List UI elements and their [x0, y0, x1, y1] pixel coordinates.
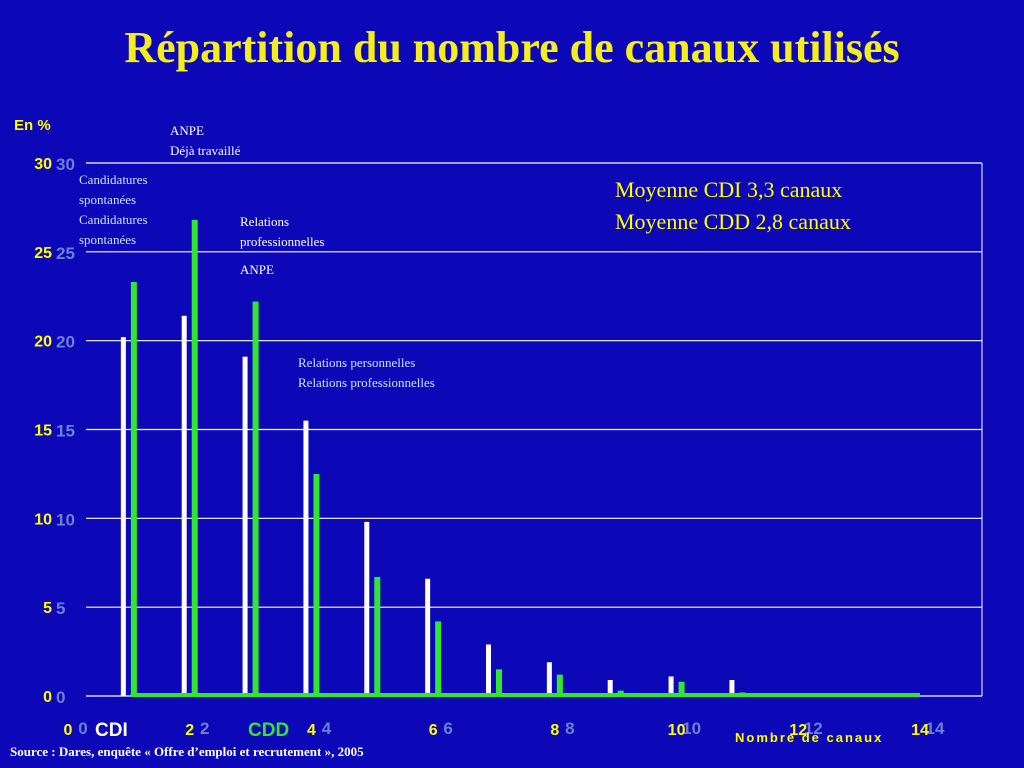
- bar-cdd: [435, 621, 442, 696]
- annotation-professionnelles: professionnelles: [240, 234, 325, 249]
- bar-cdi: [303, 420, 309, 696]
- annotation-relations-pro: Relations professionnelles: [240, 212, 324, 252]
- bar-cdd: [496, 669, 502, 696]
- ghost-x-tick: 8: [565, 719, 574, 738]
- annotation-relations: Relations: [240, 214, 290, 229]
- annotation-candidatures-2: Candidatures: [79, 212, 148, 227]
- bar-cdi: [425, 578, 431, 696]
- ghost-x-tick: 2: [200, 719, 209, 738]
- x-tick-label: 6: [429, 722, 438, 739]
- bar-cdi: [729, 680, 735, 696]
- y-axis-label: En %: [14, 117, 51, 134]
- bar-cdi: [242, 356, 248, 696]
- ghost-x-tick: 12: [804, 719, 823, 738]
- x-tick-label: 8: [550, 722, 559, 739]
- ghost-x-tick: 4: [322, 719, 332, 738]
- bar-cdd: [678, 681, 685, 696]
- bar-cdi: [181, 315, 187, 696]
- bar-cdd: [191, 219, 198, 696]
- slide-title: Répartition du nombre de canaux utilisés: [124, 23, 900, 72]
- annotation-relations-perso: Relations personnelles Relations profess…: [298, 353, 435, 393]
- x-tick-label: 12: [789, 722, 807, 739]
- ghost-x-tick: 14: [926, 719, 945, 738]
- mean-cdi: Moyenne CDI 3,3 canaux: [615, 177, 843, 202]
- bar-cdi: [364, 521, 370, 696]
- legend-cdd: CDD: [248, 720, 290, 741]
- bar-cdi: [546, 662, 552, 696]
- y-tick-label: 20: [34, 334, 52, 351]
- x-tick-label: 0: [64, 722, 73, 739]
- bar-cdd: [556, 674, 563, 696]
- legend-cdi: CDI: [95, 720, 128, 741]
- ghost-x-tick: 10: [682, 719, 701, 738]
- bars: [120, 219, 920, 697]
- mean-cdd: Moyenne CDD 2,8 canaux: [615, 209, 851, 234]
- annotation-spontanees-1: spontanées: [79, 192, 137, 207]
- ghost-y-tick: 5: [56, 599, 65, 618]
- bar-cdd: [130, 282, 137, 696]
- bar-cdd: [374, 576, 381, 696]
- means-box: Moyenne CDI 3,3 canaux Moyenne CDD 2,8 c…: [615, 174, 851, 238]
- source-note: Source : Dares, enquête « Offre d’emploi…: [10, 744, 364, 759]
- bar-cdi: [486, 644, 491, 696]
- annotation-anpe: ANPE: [170, 123, 204, 138]
- bar-cdi: [668, 676, 674, 696]
- gridlines: [86, 162, 983, 697]
- x-tick-label: 10: [668, 722, 686, 739]
- x-tick-label: 4: [307, 722, 316, 739]
- ghost-y-tick: 20: [56, 333, 75, 352]
- y-tick-label: 0: [43, 689, 52, 706]
- cdd-baseline: [130, 693, 920, 697]
- y-tick-label: 25: [34, 245, 52, 262]
- annotation-candidatures: Candidatures spontanées Candidatures spo…: [79, 170, 148, 250]
- annotation-anpe-top: ANPE Déjà travaillé: [170, 121, 240, 161]
- ghost-y-tick: 30: [56, 155, 75, 174]
- annotation-rel-perso: Relations personnelles: [298, 355, 416, 370]
- annotation-spontanees-2: spontanées: [79, 232, 137, 247]
- ghost-x-tick: 0: [78, 719, 87, 738]
- annotation-rel-pro: Relations professionnelles: [298, 375, 435, 390]
- x-tick-label: 2: [185, 722, 194, 739]
- y-tick-label: 30: [34, 156, 52, 173]
- annotation-deja-travaille: Déjà travaillé: [170, 143, 241, 158]
- x-tick-label: 14: [911, 722, 929, 739]
- bar-cdi: [607, 680, 613, 696]
- ghost-y-tick: 25: [56, 244, 75, 263]
- bar-cdi: [120, 337, 126, 696]
- y-tick-label: 5: [43, 600, 52, 617]
- annotation-candidatures-1: Candidatures: [79, 172, 148, 187]
- y-tick-label: 10: [34, 511, 52, 528]
- annotation-anpe-3: ANPE: [240, 262, 274, 277]
- ghost-x-tick: 6: [443, 719, 452, 738]
- x-axis-label: Nombre de canaux: [735, 730, 884, 745]
- ghost-y-tick: 10: [56, 510, 75, 529]
- y-tick-label: 15: [34, 423, 52, 440]
- ghost-y-tick: 15: [56, 422, 75, 441]
- bar-cdd: [313, 473, 320, 696]
- ghost-y-tick: 0: [56, 688, 65, 707]
- bar-cdd: [252, 301, 259, 696]
